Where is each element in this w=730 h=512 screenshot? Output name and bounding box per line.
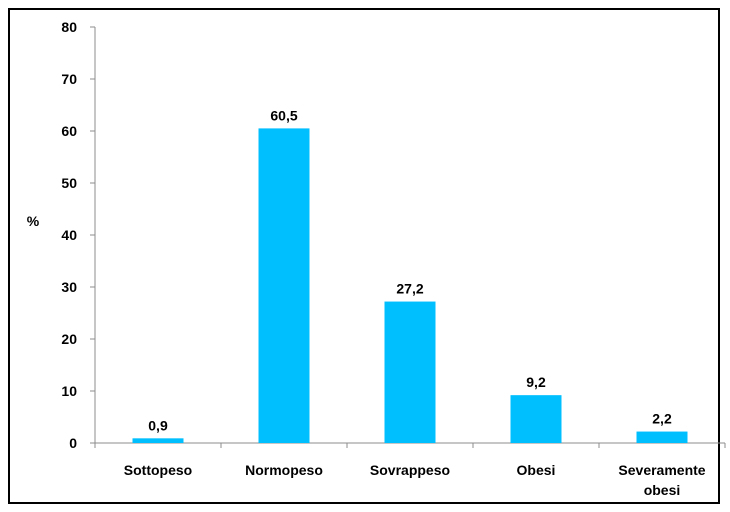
chart-frame [8,8,720,504]
y-tick-label: 60 [61,123,77,139]
bar [384,301,436,443]
bar [510,395,562,443]
category-label-line: obesi [644,482,681,498]
axes: 0 10 20 30 40 50 60 70 80 [61,19,726,451]
y-tick-label: 50 [61,175,77,191]
y-tick-label: 80 [61,19,77,35]
y-tick-label: 40 [61,227,77,243]
y-tick-label: 30 [61,279,77,295]
data-label: 9,2 [526,374,546,390]
bars [132,128,688,443]
category-label: Obesi [517,462,556,478]
category-label: Sottopeso [124,462,192,478]
bar [636,431,688,443]
bar [258,128,310,443]
data-label: 2,2 [652,411,672,427]
data-labels: 0,9 60,5 27,2 9,2 2,2 [148,107,672,433]
category-label: Normopeso [245,462,323,478]
category-label: Severamente obesi [618,462,705,498]
y-tick-label: 70 [61,71,77,87]
y-tick-label: 0 [69,435,77,451]
category-labels: Sottopeso Normopeso Sovrappeso Obesi Severam… [124,462,706,498]
bar [132,438,184,443]
data-label: 27,2 [396,281,423,297]
data-label: 0,9 [148,417,168,433]
y-axis-label: % [27,213,40,229]
y-tick-label: 10 [61,383,77,399]
category-label-line: Severamente [618,462,705,478]
category-label: Sovrappeso [370,462,450,478]
y-tick-label: 20 [61,331,77,347]
data-label: 60,5 [270,107,297,123]
